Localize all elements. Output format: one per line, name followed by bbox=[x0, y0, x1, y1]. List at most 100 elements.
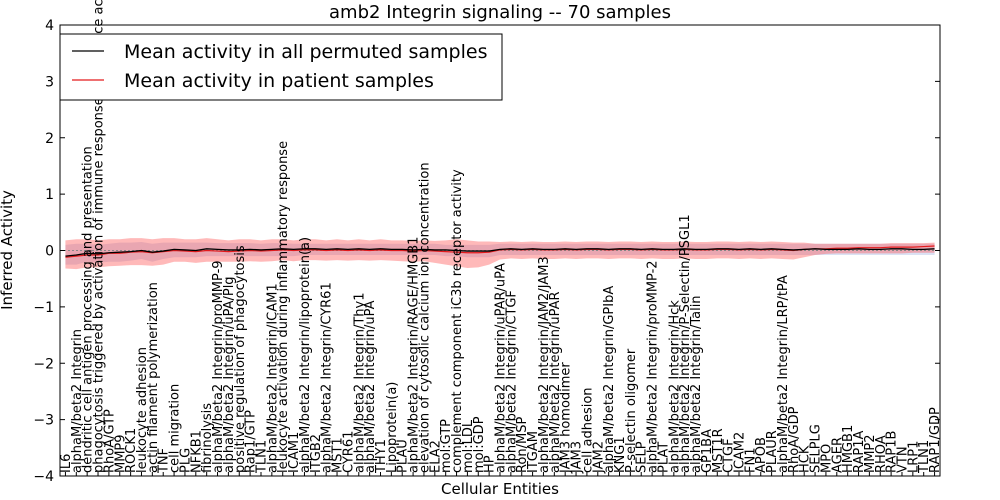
entity-label: FN1 bbox=[743, 448, 758, 473]
entity-label: RhoA/GTP bbox=[102, 409, 117, 473]
entity-label: ICAM1 bbox=[287, 432, 302, 473]
entity-label: mol:GDP bbox=[472, 416, 487, 473]
entity-label: Rap1/GTP bbox=[244, 410, 259, 473]
entity-label: complement component iC3b receptor activ… bbox=[450, 169, 465, 473]
entity-label: alphaM/beta2 Integrin/P-Selectin/PSGL1 bbox=[678, 214, 693, 473]
entity-label: ROCK1 bbox=[124, 428, 139, 473]
band-series-1 bbox=[65, 238, 935, 270]
entity-label: THY1 bbox=[374, 439, 389, 474]
entity-label: fibrinolysis bbox=[200, 403, 215, 473]
entity-label: ELA2 bbox=[428, 440, 443, 473]
entity-label: elevation of cytosolic calcium ion conce… bbox=[417, 162, 432, 473]
entity-label: MST1R bbox=[711, 428, 726, 473]
y-tick-label: 4 bbox=[45, 18, 54, 34]
x-axis-label: Cellular Entities bbox=[441, 480, 559, 498]
y-axis: −4 −3 −2 −1 0 1 2 3 4 bbox=[33, 18, 940, 485]
entity-label: alphaM/beta2 Integrin/uPAR/uPA bbox=[494, 263, 509, 473]
entity-label: PLAT bbox=[656, 442, 671, 473]
entity-label: NFKB1 bbox=[189, 430, 204, 473]
entity-label: ICAM2 bbox=[733, 432, 748, 473]
entity-label: actin filament polymerization bbox=[146, 282, 161, 473]
legend: Mean activity in all permuted samples Me… bbox=[59, 33, 503, 101]
entity-label: Ron/MSP bbox=[515, 417, 530, 473]
entity-label: positive regulation of phagocytosis bbox=[233, 245, 248, 473]
entity-label: P-selectin oligomer bbox=[624, 348, 639, 473]
entity-label: KNG1 bbox=[613, 436, 628, 473]
entity-label: alphaM/beta2 Integrin/ICAM1 bbox=[265, 283, 280, 473]
entity-label: ITGAM bbox=[526, 431, 541, 473]
legend-label-permuted: Mean activity in all permuted samples bbox=[124, 41, 487, 63]
entity-label: alphaM/beta2 Integrin/uPAR bbox=[548, 291, 563, 473]
entity-label: alphaM/beta2 Integrin/uPA/Plg bbox=[222, 276, 237, 473]
entity-label: MMP9 bbox=[113, 434, 128, 473]
entity-label: alphaM/beta2 Integrin/lipoprotein(a) bbox=[298, 237, 313, 473]
entity-label: APOB bbox=[754, 437, 769, 473]
entity-label: CTGF bbox=[722, 438, 737, 473]
entity-label: mol:GTP bbox=[439, 419, 454, 473]
entity-label: Lipoprotein(a) bbox=[385, 382, 400, 473]
entity-label: SELPLG bbox=[809, 424, 824, 473]
entity-label: MPO bbox=[819, 444, 834, 473]
entity-label: ITGB2 bbox=[309, 434, 324, 473]
entity-label: PLG bbox=[178, 448, 193, 473]
entity-label: GP1BA bbox=[700, 429, 715, 473]
entity-label: cell migration bbox=[168, 384, 183, 473]
y-tick-label: 1 bbox=[45, 187, 54, 203]
entity-label: alphaM/beta2 Integrin/LRP/tPA bbox=[776, 275, 791, 473]
entity-label: alphaM/beta2 Integrin/CTGF bbox=[504, 290, 519, 473]
entity-label: alphaM/beta2 Integrin/proMMP-9 bbox=[211, 260, 226, 473]
entity-label: PLAUR bbox=[765, 430, 780, 473]
entity-label: phagocytosis triggered by activation of … bbox=[92, 0, 107, 473]
legend-box bbox=[59, 33, 503, 101]
entity-label: alphaM/beta2 Integrin/CYR61 bbox=[320, 282, 335, 473]
entity-label: alphaM/beta2 Integrin/Talin bbox=[689, 295, 704, 473]
y-tick-label: 3 bbox=[45, 74, 54, 90]
entity-label: alphaM/beta2 Integrin/RAGE/HMGB1 bbox=[407, 237, 422, 473]
entity-label: RAP1A bbox=[852, 430, 867, 473]
y-tick-label: 2 bbox=[45, 131, 54, 147]
entity-label: JAM3 bbox=[570, 441, 585, 474]
entity-label: TLN1 bbox=[254, 440, 269, 474]
entity-label: AGER bbox=[830, 437, 845, 473]
entity-label: SELP bbox=[635, 441, 650, 473]
entity-label: RAP1B bbox=[885, 431, 900, 473]
entity-label: leukocyte adhesion bbox=[135, 347, 150, 473]
entity-label: RHOA bbox=[874, 435, 889, 473]
entity-label: TLN1 bbox=[917, 440, 932, 474]
entity-label: IL6 bbox=[59, 454, 74, 473]
series-line-0 bbox=[65, 248, 935, 257]
entity-label: MST1 bbox=[331, 437, 346, 473]
entity-label: RAP1/GDP bbox=[928, 407, 943, 473]
band-series-0 bbox=[65, 242, 935, 265]
entity-label: dendritic cell antigen processing and pr… bbox=[81, 146, 96, 473]
entity-label: JAM3 homodimer bbox=[559, 362, 574, 474]
x-axis bbox=[64, 472, 936, 476]
entity-label: RhoA/GDP bbox=[787, 406, 802, 473]
entity-label: cell adhesion bbox=[580, 387, 595, 473]
entity-label: HCK bbox=[798, 445, 813, 473]
entity-label: mol:LDL bbox=[461, 419, 476, 473]
entity-label: VTN bbox=[895, 446, 910, 473]
entity-label: HP bbox=[483, 455, 498, 473]
entity-label: LRP1 bbox=[906, 441, 921, 473]
y-tick-label: −2 bbox=[33, 356, 54, 372]
entity-label: MMP2 bbox=[863, 434, 878, 473]
band-layer bbox=[65, 238, 935, 270]
chart-title: amb2 Integrin signaling -- 70 samples bbox=[329, 2, 671, 23]
y-tick-label: 0 bbox=[45, 244, 54, 260]
entity-label: alphaM/beta2 Integrin/Hck bbox=[667, 300, 682, 473]
entity-label: alphaM/beta2 Integrin/proMMP-2 bbox=[646, 260, 661, 473]
entity-label: leukocyte activation during inflammatory… bbox=[276, 141, 291, 473]
y-axis-label: Inferred Activity bbox=[0, 190, 16, 310]
entity-label: CYR61 bbox=[341, 431, 356, 473]
entity-label: PLAU bbox=[396, 439, 411, 473]
entity-label: alphaM/beta2 Integrin/uPA bbox=[363, 300, 378, 473]
entity-label: TNF bbox=[157, 448, 172, 474]
entity-label: alphaM/beta2 Integrin/JAM2/JAM3 bbox=[537, 256, 552, 473]
y-tick-label: −4 bbox=[33, 469, 54, 485]
y-tick-label: −1 bbox=[33, 300, 54, 316]
entity-label: alphaM/beta2 Integrin bbox=[70, 329, 85, 473]
legend-label-patient: Mean activity in patient samples bbox=[124, 70, 434, 92]
